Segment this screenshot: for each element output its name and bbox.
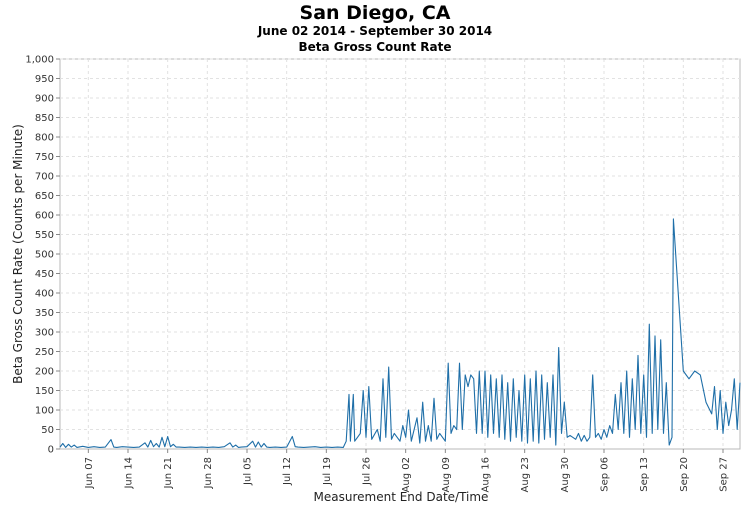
series-layer [59,218,741,448]
x-axis: Jun 07 Jun 14 Jun 21 Jun 28 Jul 05 Jul 12 Jul … [84,449,730,492]
x-tick-label: Jul 05 [243,457,254,486]
x-tick-label: Aug 16 [481,457,492,492]
x-tick-label: Jul 12 [282,457,293,486]
y-tick-label: 250 [35,347,54,358]
x-tick-label: Jun 21 [163,457,174,490]
y-tick-label: 150 [35,386,54,397]
y-tick-label: 450 [35,269,54,280]
x-tick-label: Jul 26 [362,457,373,486]
y-axis-label: Beta Gross Count Rate (Counts per Minute… [11,124,25,384]
x-tick-label: Jun 28 [203,457,214,490]
x-tick-label: Sep 13 [639,457,650,492]
x-tick-label: Aug 30 [560,457,571,492]
y-tick-label: 100 [35,406,54,417]
y-tick-label: 950 [35,74,54,85]
x-tick-label: Aug 02 [401,457,412,492]
y-tick-label: 300 [35,328,54,339]
y-tick-label: 0 [48,445,54,456]
y-tick-label: 400 [35,289,54,300]
x-tick-label: Jul 19 [322,457,333,486]
y-tick-label: 600 [35,211,54,222]
y-tick-label: 800 [35,133,54,144]
x-tick-label: Aug 23 [520,457,531,492]
x-axis-label: Measurement End Date/Time [314,490,489,504]
y-tick-label: 850 [35,113,54,124]
x-tick-label: Aug 09 [441,457,452,492]
y-tick-label: 500 [35,250,54,261]
y-tick-label: 1,000 [25,55,54,66]
y-tick-label: 50 [41,425,54,436]
x-tick-label: Jun 07 [84,457,95,490]
chart-subtitle-metric: Beta Gross Count Rate [298,40,452,54]
x-tick-label: Sep 27 [719,457,730,492]
y-tick-label: 900 [35,94,54,105]
chart-subtitle-dates: June 02 2014 - September 30 2014 [257,24,493,38]
x-tick-label: Sep 20 [679,457,690,492]
series-line [59,218,741,448]
x-tick-label: Jun 14 [124,457,135,490]
y-axis: 0 50 100 150 200 250 300 350 400 450 500 550 600 650 7… [25,55,60,456]
chart-title: San Diego, CA [299,2,451,24]
x-tick-label: Sep 06 [600,457,611,492]
y-tick-label: 200 [35,367,54,378]
y-tick-label: 350 [35,308,54,319]
y-tick-label: 750 [35,152,54,163]
y-tick-label: 650 [35,191,54,202]
y-tick-label: 700 [35,172,54,183]
gridlines [60,58,740,449]
y-tick-label: 550 [35,230,54,241]
